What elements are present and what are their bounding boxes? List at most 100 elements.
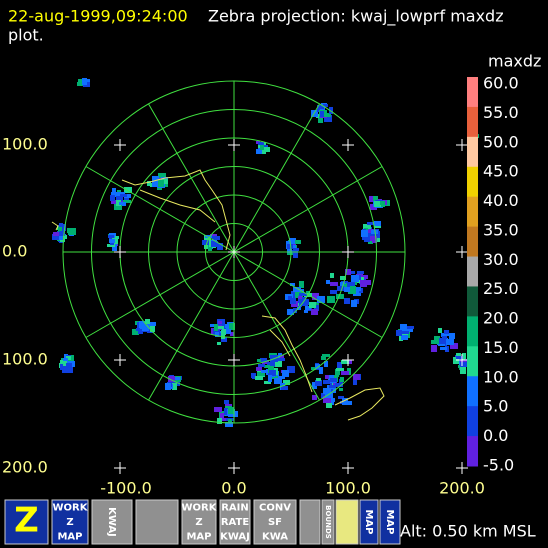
echo bbox=[356, 287, 361, 291]
echo bbox=[293, 251, 298, 258]
echo bbox=[290, 240, 298, 243]
echo bbox=[327, 296, 335, 303]
echo bbox=[142, 325, 149, 331]
toolbar-button[interactable] bbox=[335, 499, 359, 545]
echo bbox=[290, 298, 296, 304]
echo bbox=[320, 111, 324, 117]
altitude: Alt: 0.50 km MSL bbox=[400, 522, 536, 541]
echo bbox=[287, 366, 295, 373]
echo bbox=[367, 222, 374, 225]
echo bbox=[63, 361, 67, 366]
echo bbox=[66, 366, 73, 373]
echo bbox=[260, 358, 267, 362]
echo bbox=[317, 296, 325, 303]
colorbar-field: maxdz bbox=[488, 52, 541, 71]
echo bbox=[108, 235, 114, 238]
colorbar-label: 15.0 bbox=[483, 338, 519, 357]
colorbar-label: 40.0 bbox=[483, 191, 519, 210]
echo bbox=[229, 323, 235, 330]
echo bbox=[312, 382, 317, 389]
toolbar-button[interactable] bbox=[4, 499, 49, 545]
echo bbox=[116, 200, 121, 206]
echo bbox=[372, 196, 378, 200]
echo bbox=[312, 395, 317, 400]
echo bbox=[341, 371, 349, 375]
echo bbox=[110, 195, 115, 201]
echo bbox=[305, 306, 311, 310]
toolbar-button[interactable] bbox=[379, 499, 401, 545]
toolbar-button[interactable] bbox=[51, 499, 89, 545]
colorbar-swatch bbox=[467, 196, 478, 228]
axis-labels: 100.0 0.0 100.0 200.0 -100.0 0.0 100.0 200.0 bbox=[2, 135, 485, 498]
colorbar-swatch bbox=[467, 256, 478, 287]
echo bbox=[59, 223, 63, 227]
toolbar-button-label: KWA bbox=[262, 532, 288, 543]
echo bbox=[374, 201, 381, 207]
echo bbox=[361, 275, 368, 279]
timestamp: 22-aug-1999,09:24:00 bbox=[8, 7, 188, 26]
toolbar-button-label: RAIN bbox=[221, 502, 249, 513]
colorbar-swatch bbox=[467, 286, 478, 317]
toolbar-button[interactable] bbox=[359, 499, 379, 545]
echo bbox=[396, 330, 402, 336]
echo bbox=[264, 381, 271, 384]
echo bbox=[59, 231, 65, 236]
echo bbox=[351, 275, 359, 282]
echo bbox=[260, 145, 264, 150]
echo bbox=[283, 380, 290, 385]
echo bbox=[440, 347, 447, 350]
colorbar-label: 45.0 bbox=[483, 162, 519, 181]
toolbar-button[interactable] bbox=[91, 499, 133, 545]
echo bbox=[316, 378, 321, 381]
toolbar-button[interactable] bbox=[253, 499, 297, 545]
echo bbox=[269, 370, 276, 375]
echo bbox=[58, 226, 64, 233]
echo bbox=[324, 113, 331, 117]
echo bbox=[460, 362, 467, 367]
echo bbox=[62, 224, 66, 231]
echo bbox=[161, 179, 168, 184]
echo bbox=[318, 118, 323, 123]
echo bbox=[369, 196, 373, 202]
echo bbox=[323, 104, 328, 107]
echo bbox=[335, 383, 343, 387]
echo bbox=[222, 418, 229, 421]
x-tick-label: 100.0 bbox=[325, 479, 371, 498]
echo bbox=[59, 233, 63, 240]
echo bbox=[298, 296, 302, 299]
toolbar-button-label: KWAJ bbox=[220, 532, 250, 543]
echo bbox=[299, 281, 304, 288]
toolbar-button[interactable] bbox=[135, 499, 179, 545]
echo bbox=[82, 78, 87, 85]
y-tick-label: 0.0 bbox=[2, 242, 27, 261]
echo bbox=[441, 333, 445, 337]
echo bbox=[53, 232, 61, 236]
echo bbox=[221, 333, 225, 339]
toolbar-button[interactable] bbox=[299, 499, 321, 545]
colorbar-swatch bbox=[467, 77, 478, 108]
toolbar-button[interactable] bbox=[321, 499, 335, 545]
echo bbox=[449, 333, 455, 339]
echo bbox=[251, 373, 256, 378]
echo bbox=[293, 308, 297, 313]
coastline bbox=[334, 387, 385, 421]
echo bbox=[324, 361, 328, 367]
echo bbox=[165, 383, 171, 390]
echo bbox=[52, 234, 59, 240]
toolbar-button-label: WORK bbox=[53, 502, 89, 513]
echo bbox=[211, 241, 218, 247]
echo bbox=[363, 224, 371, 231]
echo bbox=[117, 190, 121, 193]
echo bbox=[322, 354, 330, 357]
toolbar-button[interactable] bbox=[219, 499, 251, 545]
echo bbox=[124, 194, 131, 198]
echo bbox=[267, 362, 275, 367]
toolbar-button[interactable] bbox=[181, 499, 217, 545]
echo bbox=[353, 290, 361, 296]
echo bbox=[344, 287, 350, 292]
toolbar-button-label: Z bbox=[66, 517, 73, 528]
echo bbox=[281, 386, 288, 390]
echo bbox=[364, 235, 370, 242]
